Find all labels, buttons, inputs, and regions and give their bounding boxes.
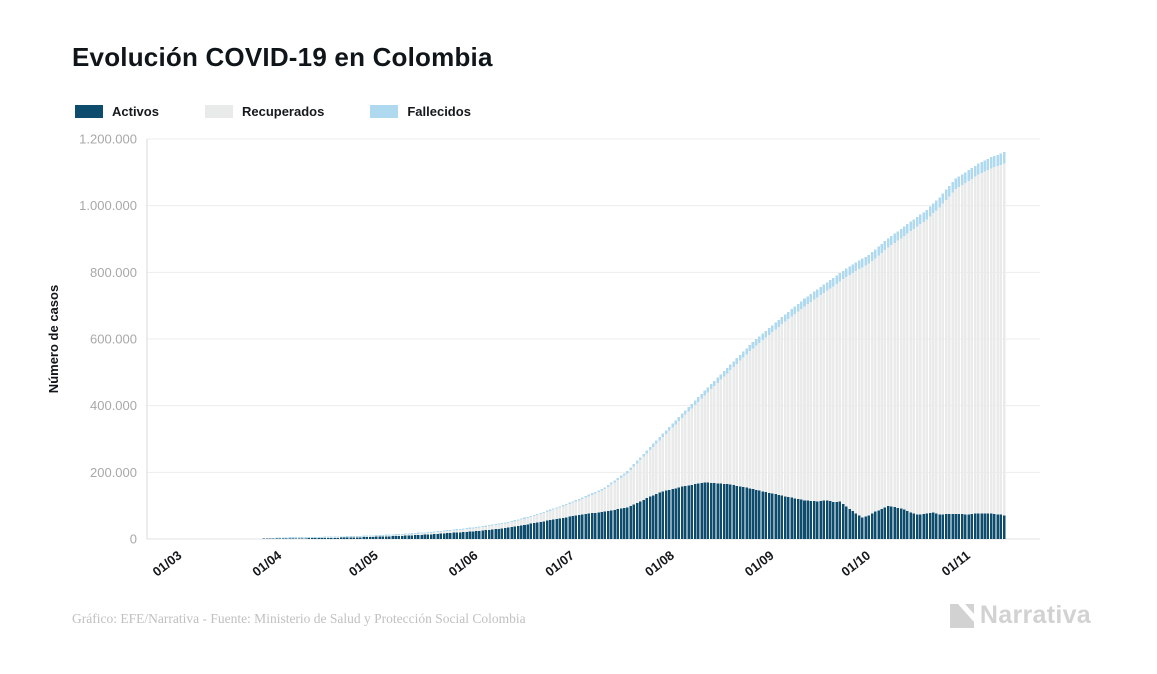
svg-text:01/06: 01/06 — [446, 548, 481, 580]
svg-text:01/10: 01/10 — [838, 548, 873, 580]
svg-text:01/08: 01/08 — [642, 548, 677, 580]
legend-item-activos: Activos — [75, 104, 159, 119]
legend-item-fallecidos: Fallecidos — [370, 104, 471, 119]
y-tick-labels: 0 200.000 400.000 600.000 800.000 1.000.000 1.… — [79, 132, 137, 547]
narrativa-logo: Narrativa — [949, 601, 1091, 630]
svg-text:01/05: 01/05 — [346, 548, 381, 580]
narrativa-logo-text: Narrativa — [979, 601, 1091, 629]
legend-item-recuperados: Recuperados — [204, 104, 325, 119]
legend-label: Activos — [112, 104, 159, 119]
legend-swatch-fallecidos — [370, 105, 399, 118]
y-axis-title: Número de casos — [46, 285, 61, 393]
svg-text:01/11: 01/11 — [939, 548, 973, 579]
x-tick-labels: 01/03 01/04 01/05 01/06 01/07 01/08 01/09 01/10… — [150, 547, 973, 579]
svg-text:0: 0 — [130, 532, 137, 547]
legend-swatch-recuperados — [204, 105, 233, 118]
svg-text:1.000.000: 1.000.000 — [79, 198, 137, 213]
svg-text:01/07: 01/07 — [542, 548, 577, 580]
svg-text:01/04: 01/04 — [249, 547, 284, 579]
legend-label: Fallecidos — [407, 104, 471, 119]
chart-legend: Activos Recuperados Fallecidos — [75, 104, 471, 119]
svg-text:01/09: 01/09 — [742, 548, 777, 580]
svg-text:400.000: 400.000 — [90, 398, 137, 413]
source-credit: Gráfico: EFE/Narrativa - Fuente: Ministe… — [72, 611, 526, 626]
svg-text:1.200.000: 1.200.000 — [79, 132, 137, 147]
svg-text:800.000: 800.000 — [90, 265, 137, 280]
bars-activos — [246, 482, 1006, 539]
svg-text:200.000: 200.000 — [90, 465, 137, 480]
bars-recuperados — [294, 163, 1006, 539]
y-gridlines — [147, 138, 1040, 540]
svg-text:600.000: 600.000 — [90, 332, 137, 347]
svg-text:Número de casos: Número de casos — [46, 285, 61, 393]
svg-text:01/03: 01/03 — [150, 548, 185, 580]
legend-swatch-activos — [75, 105, 103, 118]
bars-fallecidos — [275, 152, 1006, 539]
legend-label: Recuperados — [241, 104, 325, 119]
narrativa-logo-icon — [949, 603, 974, 628]
chart-title: Evolución COVID-19 en Colombia — [72, 42, 493, 72]
